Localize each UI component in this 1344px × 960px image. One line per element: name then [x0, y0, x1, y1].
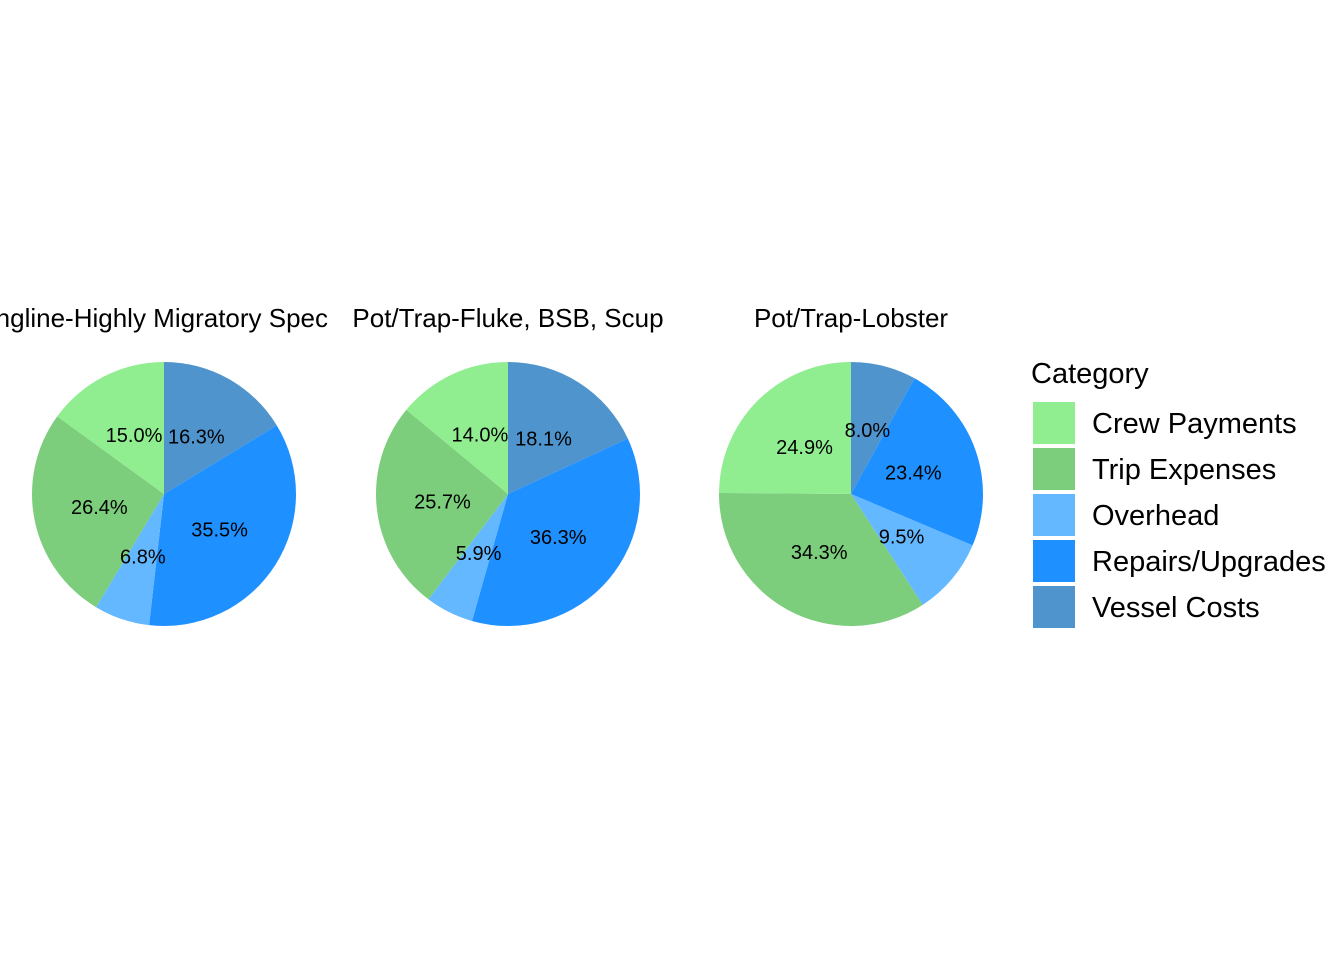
pie-panel-3: Pot/Trap-Lobster 8.0% 23.4% 9.5% 34.3% 24.9% — [718, 303, 983, 626]
pie-slice-overhead — [851, 494, 973, 605]
pie-slice-repairs-upgrades — [149, 425, 297, 627]
legend: Category Crew Payments Trip Expenses Overhe… — [1031, 358, 1326, 628]
legend-item-vessel-costs: Vessel Costs — [1033, 586, 1260, 628]
legend-swatch — [1033, 448, 1075, 490]
slice-label-repairs-upgrades: 35.5% — [191, 520, 248, 542]
slice-label-trip-expenses: 26.4% — [71, 497, 128, 519]
pie-slice-repairs-upgrades — [471, 438, 641, 627]
slice-label-overhead: 6.8% — [120, 547, 166, 569]
panel-title: Pot/Trap-Lobster — [754, 303, 948, 333]
slice-label-crew-payments: 15.0% — [106, 425, 163, 447]
slice-label-trip-expenses: 34.3% — [791, 542, 848, 564]
legend-swatch — [1033, 540, 1075, 582]
pie-slice-vessel-costs — [508, 361, 628, 494]
pie-slice-trip-expenses — [375, 409, 508, 600]
pie-slice-trip-expenses — [718, 492, 923, 626]
slice-label-crew-payments: 14.0% — [452, 424, 509, 446]
slice-label-vessel-costs: 18.1% — [515, 428, 572, 450]
pie-panel-2: Pot/Trap-Fluke, BSB, Scup 18.1% 36.3% 5.9% 2… — [352, 303, 664, 627]
legend-item-overhead: Overhead — [1033, 494, 1219, 536]
legend-swatch — [1033, 402, 1075, 444]
legend-label: Overhead — [1092, 500, 1219, 532]
pie-panels: Longline-Highly Migratory Species 16.3% 35… — [0, 303, 983, 627]
slice-label-repairs-upgrades: 36.3% — [530, 527, 587, 549]
pie-panel-1: Longline-Highly Migratory Species 16.3% 35… — [0, 303, 361, 627]
pie-slice-vessel-costs — [851, 362, 915, 494]
pie-slice-crew-payments — [406, 362, 508, 494]
pie-slice-vessel-costs — [164, 362, 277, 494]
slice-label-vessel-costs: 8.0% — [845, 420, 891, 442]
pie-slice-repairs-upgrades — [851, 378, 983, 546]
legend-item-crew-payments: Crew Payments — [1033, 402, 1297, 444]
slice-label-repairs-upgrades: 23.4% — [885, 462, 942, 484]
panel-title: Pot/Trap-Fluke, BSB, Scup — [352, 303, 663, 333]
pie-slice-overhead — [428, 494, 508, 621]
legend-item-repairs-upgrades: Repairs/Upgrades — [1033, 540, 1326, 582]
slice-label-crew-payments: 24.9% — [776, 437, 833, 459]
pie-slice-overhead — [96, 494, 164, 626]
legend-swatch — [1033, 586, 1075, 628]
legend-item-trip-expenses: Trip Expenses — [1033, 448, 1276, 490]
panel-title: Longline-Highly Migratory Species — [0, 303, 361, 333]
slice-label-overhead: 9.5% — [879, 526, 925, 548]
pie-slice-trip-expenses — [31, 416, 164, 608]
slice-label-overhead: 5.9% — [456, 543, 502, 565]
legend-title: Category — [1031, 358, 1149, 390]
legend-swatch — [1033, 494, 1075, 536]
legend-label: Repairs/Upgrades — [1092, 546, 1326, 578]
legend-label: Crew Payments — [1092, 408, 1297, 440]
pie-slice-crew-payments — [57, 362, 164, 494]
pie-slice-crew-payments — [719, 361, 851, 494]
legend-label: Vessel Costs — [1092, 592, 1260, 624]
slice-label-vessel-costs: 16.3% — [168, 426, 225, 448]
legend-label: Trip Expenses — [1092, 454, 1276, 486]
slice-label-trip-expenses: 25.7% — [414, 492, 471, 514]
